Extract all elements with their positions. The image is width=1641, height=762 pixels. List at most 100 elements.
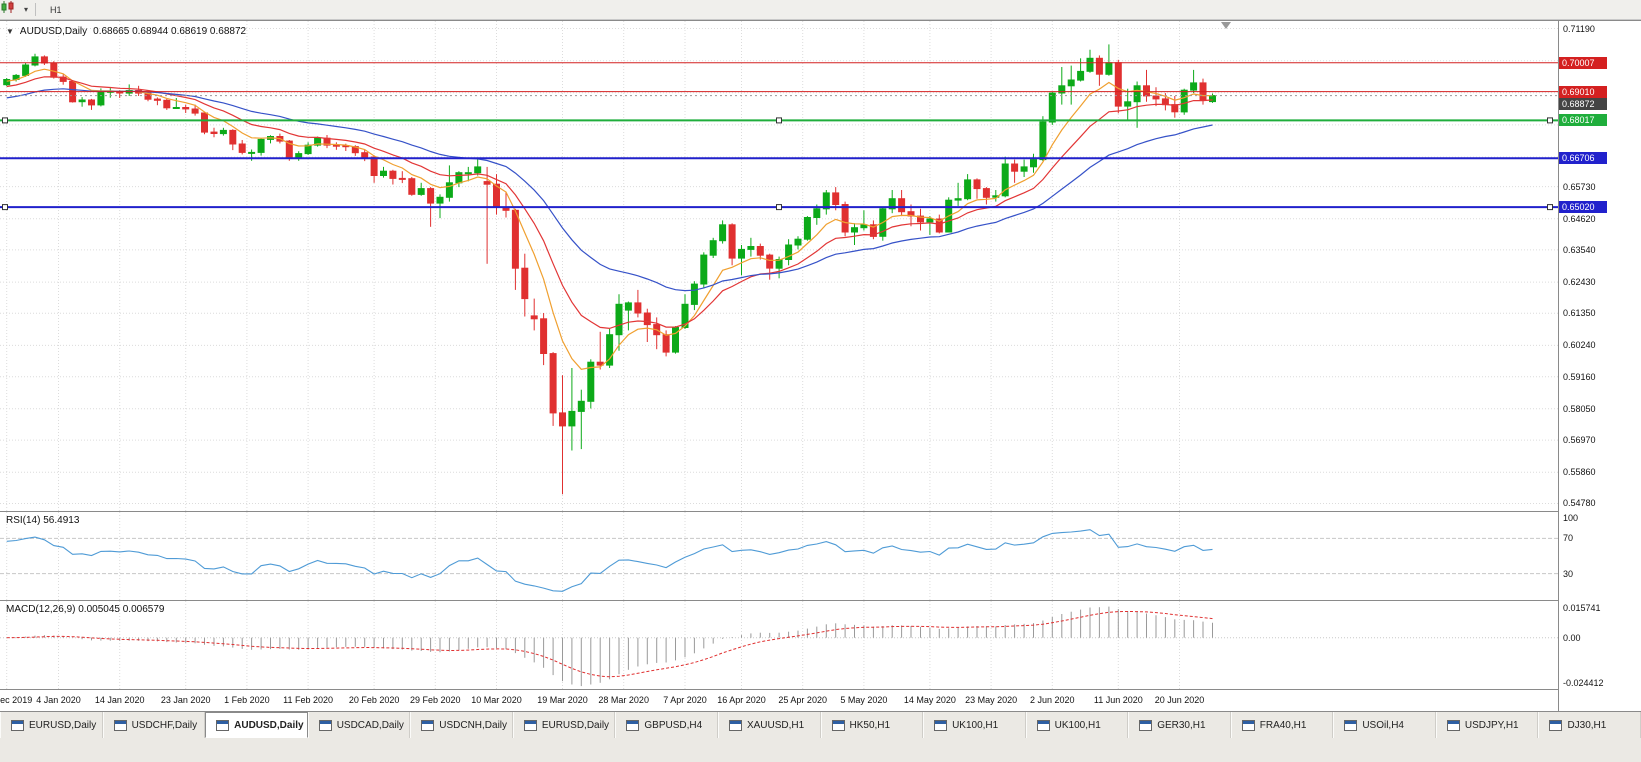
chart-tab-usoil-h4[interactable]: USOil,H4 xyxy=(1333,712,1436,738)
chart-tab-eurusd-daily[interactable]: EURUSD,Daily xyxy=(0,712,103,738)
candle-down xyxy=(973,179,981,190)
chart-tab-label: AUDUSD,Daily xyxy=(234,719,304,731)
chart-window-icon xyxy=(216,719,230,731)
chart-tab-uk100-h1[interactable]: UK100,H1 xyxy=(1025,712,1129,738)
chart-window-icon xyxy=(11,719,24,731)
candle-down xyxy=(1011,163,1019,172)
candle-up xyxy=(615,303,623,336)
chart-tab-label: GBPUSD,H4 xyxy=(644,719,703,731)
line-handle[interactable] xyxy=(1547,117,1553,124)
candle-up xyxy=(1180,89,1188,113)
candle-up xyxy=(474,166,482,174)
bid-price-badge: 0.68872 xyxy=(1559,97,1607,110)
date-label: 20 Feb 2020 xyxy=(348,695,400,705)
price-tick-label: 100 xyxy=(1563,513,1579,523)
macd-histogram xyxy=(15,606,1213,687)
candle-down xyxy=(238,143,246,153)
chart-shift-marker-icon[interactable] xyxy=(1221,22,1232,29)
macd-panel[interactable]: MACD(12,26,9) 0.005045 0.006579 xyxy=(0,601,1558,689)
chart-ohlc-values: 0.68665 0.68944 0.68619 0.68872 xyxy=(93,26,247,37)
candle-down xyxy=(559,412,566,427)
candle-down xyxy=(530,315,538,320)
timeframe-button-m30[interactable]: M30 xyxy=(43,0,75,3)
toolbar-separator xyxy=(35,3,37,16)
candle-up xyxy=(624,302,632,311)
panel-divider[interactable] xyxy=(0,600,1641,601)
chart-tab-usdchf-daily[interactable]: USDCHF,Daily xyxy=(102,712,206,738)
candle-down xyxy=(191,108,199,114)
candle-down xyxy=(1114,62,1122,107)
date-label: 4 Jan 2020 xyxy=(36,695,81,705)
date-label: 11 Jun 2020 xyxy=(1093,695,1143,705)
price-tick-label: 0.56970 xyxy=(1563,435,1596,446)
price-level-badge: 0.65020 xyxy=(1559,201,1607,214)
line-handle[interactable] xyxy=(1547,204,1553,211)
main-chart-canvas[interactable] xyxy=(0,21,1558,511)
candle-down xyxy=(756,246,764,256)
candle-down xyxy=(210,131,218,134)
candle-down xyxy=(88,99,95,106)
candle-down xyxy=(935,218,943,233)
chart-tab-dj30-h1[interactable]: DJ30,H1 xyxy=(1538,712,1641,738)
candle-down xyxy=(540,318,548,354)
date-label: 29 Feb 2020 xyxy=(410,695,461,705)
chart-tab-uk100-h1[interactable]: UK100,H1 xyxy=(923,712,1026,738)
chart-window: ▼ AUDUSD,Daily 0.68665 0.68944 0.68619 0… xyxy=(0,20,1641,712)
price-tick-label: 0.65730 xyxy=(1563,181,1596,192)
price-tick-label: 0.55860 xyxy=(1563,467,1596,478)
price-tick-label: 0.59160 xyxy=(1563,371,1596,382)
chart-window-icon xyxy=(831,719,845,731)
price-tick-label: 0.015741 xyxy=(1563,603,1601,613)
line-handle[interactable] xyxy=(776,204,782,211)
candle-down xyxy=(50,62,58,78)
candle-up xyxy=(568,410,576,427)
price-tick-label: 0.00 xyxy=(1563,632,1581,643)
chart-tab-hk50-h1[interactable]: HK50,H1 xyxy=(820,712,924,738)
candle-up xyxy=(1001,163,1009,197)
price-tick-label: 0.61350 xyxy=(1563,308,1596,319)
price-tick-label: 30 xyxy=(1563,568,1574,579)
candle-down xyxy=(483,181,491,185)
chart-tab-bar: EURUSD,Daily USDCHF,Daily AUDUSD,Daily USDC… xyxy=(0,711,1641,738)
macd-canvas[interactable] xyxy=(0,601,1558,689)
candle-down xyxy=(1095,57,1103,75)
chart-tab-eurusd-daily[interactable]: EURUSD,Daily xyxy=(512,712,616,738)
candle-up xyxy=(78,99,86,103)
chart-tab-xauusd-h1[interactable]: XAUUSD,H1 xyxy=(717,712,821,738)
chart-tab-usdcad-daily[interactable]: USDCAD,Daily xyxy=(307,712,411,738)
price-axis[interactable]: 0.71190 0.65730 0.64620 0.63540 0.62430 0.613… xyxy=(1558,21,1641,712)
chart-tab-usdcnh-daily[interactable]: USDCNH,Daily xyxy=(410,712,513,738)
chart-type-dropdown-icon[interactable]: ▾ xyxy=(24,5,29,14)
ma-mid-line xyxy=(6,76,1213,330)
candle-up xyxy=(709,240,717,256)
chart-tab-label: FRA40,H1 xyxy=(1259,719,1307,731)
candle-up xyxy=(1067,79,1075,87)
macd-label: MACD(12,26,9) 0.005045 0.006579 xyxy=(6,604,165,615)
timeframe-button-h1[interactable]: H1 xyxy=(50,4,62,15)
chart-tab-label: EURUSD,Daily xyxy=(29,719,97,731)
candle-up xyxy=(822,192,830,210)
main-chart-panel[interactable]: ▼ AUDUSD,Daily 0.68665 0.68944 0.68619 0… xyxy=(0,21,1558,511)
candlestick-chart-icon[interactable] xyxy=(1,1,21,17)
chart-window-icon xyxy=(318,719,332,731)
one-click-trading-toggle-icon[interactable]: ▼ xyxy=(6,26,14,36)
chart-tab-audusd-daily[interactable]: AUDUSD,Daily xyxy=(205,712,308,738)
panel-divider[interactable] xyxy=(0,511,1641,512)
chart-tab-fra40-h1[interactable]: FRA40,H1 xyxy=(1230,712,1334,738)
chart-tab-ger30-h1[interactable]: GER30,H1 xyxy=(1128,712,1231,738)
line-handle[interactable] xyxy=(776,117,782,124)
candle-down xyxy=(869,224,877,237)
chart-tab-label: UK100,H1 xyxy=(952,719,999,731)
chart-tab-usdjpy-h1[interactable]: USDJPY,H1 xyxy=(1435,712,1539,738)
rsi-canvas[interactable] xyxy=(0,512,1558,600)
candle-up xyxy=(314,137,322,146)
chart-tab-gbpusd-h4[interactable]: GBPUSD,H4 xyxy=(615,712,718,738)
candle-up xyxy=(1086,57,1094,72)
chart-window-icon xyxy=(1446,719,1460,731)
candle-up xyxy=(3,79,11,86)
toolbar: ▾ M1M5M15M30H1H4D1W1MN xyxy=(0,0,1641,71)
line-handle[interactable] xyxy=(2,204,8,211)
line-handle[interactable] xyxy=(2,117,8,124)
rsi-panel[interactable]: RSI(14) 56.4913 xyxy=(0,512,1558,600)
